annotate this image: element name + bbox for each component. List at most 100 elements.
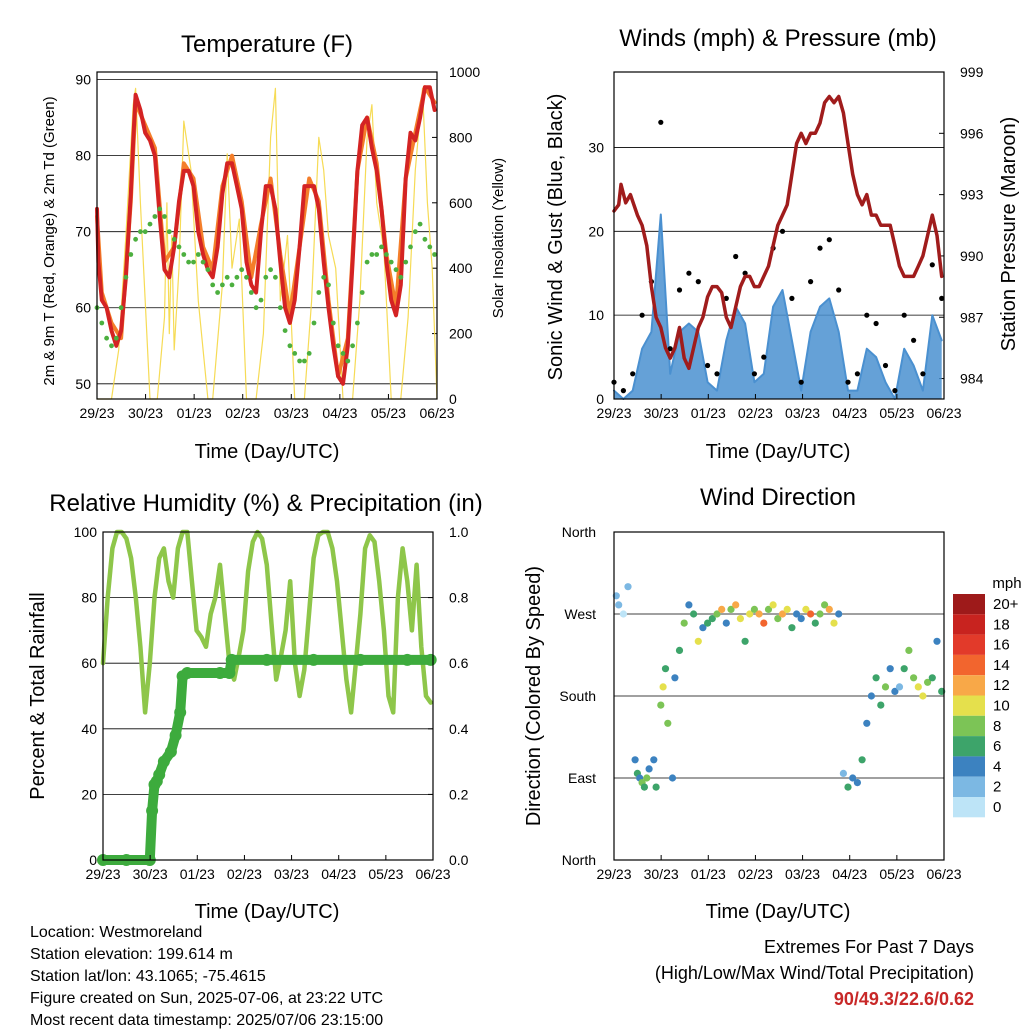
dewpoint-point — [350, 343, 355, 349]
direction-point — [631, 756, 639, 764]
humidity-ytick-right-label: 0.4 — [449, 721, 469, 737]
winds-ytick-right-label: 984 — [960, 371, 984, 387]
humidity-ytick-label: 20 — [81, 786, 97, 802]
dewpoint-point — [181, 252, 187, 257]
direction-point — [690, 610, 698, 618]
direction-point — [830, 619, 838, 627]
temp-ylabel-left: 2m & 9m T (Red, Orange) & 2m Td (Green) — [41, 96, 58, 385]
dewpoint-point — [398, 274, 404, 280]
temp-xtick-label: 05/23 — [371, 405, 406, 421]
dewpoint-point — [388, 259, 394, 265]
gust-point — [826, 237, 832, 243]
direction-point — [778, 610, 787, 618]
humidity-ytick-right-label: 0.8 — [449, 590, 469, 606]
legend-swatch — [953, 695, 985, 716]
direction-point — [668, 774, 677, 782]
gust-point — [808, 279, 814, 285]
precip-point — [146, 804, 159, 817]
direction-xlabel: Time (Day/UTC) — [706, 901, 851, 923]
dewpoint-point — [128, 252, 134, 257]
dewpoint-point — [432, 252, 437, 257]
gust-point — [733, 253, 739, 260]
dewpoint-point — [369, 252, 375, 257]
legend-label: 12 — [993, 677, 1010, 694]
dewpoint-point — [191, 259, 196, 265]
humidity-ytick-label: 60 — [81, 655, 97, 671]
gust-point — [817, 245, 823, 251]
direction-xtick-label: 02/23 — [738, 866, 773, 882]
legend-label: 20+ — [993, 596, 1019, 613]
direction-point — [881, 683, 890, 691]
extremes-subtitle: (High/Low/Max Wind/Total Precipitation) — [654, 963, 974, 983]
dewpoint-point — [340, 351, 346, 356]
direction-point — [704, 619, 712, 627]
dewpoint-point — [142, 229, 148, 235]
direction-point — [867, 692, 876, 700]
dewpoint-point — [186, 259, 192, 265]
direction-point — [919, 692, 927, 700]
dewpoint-point — [311, 320, 317, 326]
winds-xtick-label: 30/23 — [644, 405, 679, 421]
temp-xtick-label: 04/23 — [322, 405, 357, 421]
humidity-ytick-right-label: 0.2 — [449, 786, 469, 802]
dewpoint-point — [408, 244, 413, 250]
legend-swatch — [953, 654, 985, 676]
direction-point — [877, 701, 885, 709]
direction-point — [664, 719, 672, 727]
dewpoint-point — [239, 267, 245, 273]
dewpoint-point — [287, 343, 293, 349]
temp-xtick-label: 01/23 — [177, 405, 212, 421]
dewpoint-point — [229, 282, 235, 288]
gust-point — [658, 119, 664, 125]
dewpoint-point — [302, 358, 307, 364]
dewpoint-point — [162, 214, 167, 219]
direction-point — [746, 610, 754, 618]
temp-ytick-label: 80 — [75, 148, 91, 164]
humidity-ytick-label: 80 — [81, 590, 97, 606]
dewpoint-point — [273, 274, 278, 280]
winds-ytick-label: 30 — [588, 139, 604, 155]
humidity-xtick-label: 01/23 — [180, 866, 215, 882]
gust-point — [789, 295, 795, 301]
precip-point — [174, 706, 187, 719]
direction-point — [910, 674, 918, 682]
legend-label: 8 — [993, 718, 1001, 735]
direction-point — [769, 601, 777, 609]
winds-title: Winds (mph) & Pressure (mb) — [619, 25, 936, 52]
direction-point — [685, 601, 693, 609]
direction-xtick-label: 03/23 — [785, 866, 820, 882]
direction-point — [718, 605, 726, 614]
gust-point — [639, 312, 645, 318]
legend-label: 6 — [993, 738, 1001, 755]
winds-ylabel-left: Sonic Wind & Gust (Blue, Black) — [545, 94, 567, 381]
temp-xtick-label: 30/23 — [128, 405, 163, 421]
dewpoint-point — [109, 343, 114, 349]
pressure-line — [612, 94, 944, 371]
precip-point — [354, 653, 367, 666]
direction-point — [643, 774, 651, 782]
direction-point — [645, 765, 653, 773]
winds-xtick-label: 06/23 — [926, 405, 961, 421]
temp-ytick-right-label: 0 — [449, 391, 457, 407]
direction-point — [661, 665, 670, 673]
precip-point — [401, 653, 414, 666]
gust-point — [911, 337, 917, 343]
direction-point — [844, 783, 852, 791]
dewpoint-point — [210, 282, 216, 288]
gust-point — [920, 371, 926, 377]
winds-xlabel: Time (Day/UTC) — [706, 441, 851, 463]
direction-xtick-label: 05/23 — [879, 866, 914, 882]
dewpoint-point — [138, 229, 143, 235]
gust-point — [742, 270, 748, 276]
precip-point — [260, 653, 273, 666]
dewpoint-point — [326, 282, 331, 288]
gust-point — [864, 312, 870, 318]
dewpoint-point — [417, 221, 423, 227]
temp-ytick-right-label: 800 — [449, 129, 473, 145]
dewpoint-point — [133, 236, 139, 242]
gust-point — [695, 279, 701, 285]
precip-point — [157, 755, 170, 768]
gust-point — [630, 371, 636, 377]
direction-point — [821, 601, 829, 609]
dewpoint-point — [113, 335, 119, 341]
